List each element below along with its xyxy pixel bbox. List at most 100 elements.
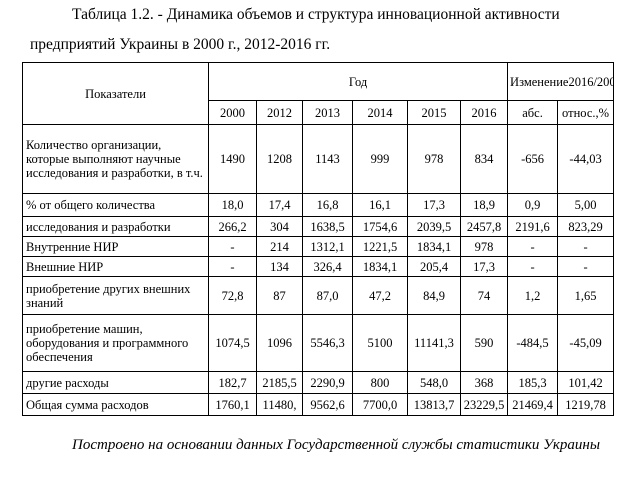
value-cell: 368 [459, 371, 509, 394]
value-cell: 11480, [256, 393, 303, 416]
header-cell: 2014 [352, 100, 408, 125]
table-row: % от общего количества 18,0 17,4 16,8 16,1 17… [22, 193, 615, 217]
data-table: ПоказателиГодИзменение2016/2000р.2000201… [22, 62, 615, 416]
value-cell: 1221,5 [352, 236, 408, 257]
value-cell: 1638,5 [302, 216, 353, 237]
value-cell: 266,2 [208, 216, 257, 237]
value-cell: 101,42 [557, 371, 615, 394]
value-cell: 205,4 [407, 256, 461, 277]
value-cell: - [557, 256, 615, 277]
indicator-cell: Общая сумма расходов [22, 393, 209, 416]
value-cell: 0,9 [507, 193, 559, 217]
value-cell: 1490 [208, 124, 257, 194]
value-cell: 1,2 [507, 276, 559, 315]
value-cell: 1219,78 [557, 393, 615, 416]
value-cell: 13813,7 [407, 393, 461, 416]
header-row: 2000 2012 2013 2014 2015 2016 абс. относ.,% [23, 100, 615, 125]
value-cell: 999 [352, 124, 408, 194]
value-cell: 185,3 [507, 371, 559, 394]
value-cell: 9562,6 [302, 393, 353, 416]
value-cell: 47,2 [352, 276, 408, 315]
value-cell: 182,7 [208, 371, 257, 394]
value-cell: 16,1 [352, 193, 408, 217]
value-cell: 16,8 [302, 193, 353, 217]
indicator-cell: Количество организации, которые выполняю… [22, 124, 209, 194]
value-cell: 11141,3 [407, 314, 461, 372]
header-cell: Показатели [22, 62, 209, 125]
value-cell: 5100 [352, 314, 408, 372]
value-cell: 1096 [256, 314, 303, 372]
value-cell: -484,5 [507, 314, 559, 372]
indicator-cell: приобретение других внешних знаний [22, 276, 209, 315]
value-cell: 1143 [302, 124, 353, 194]
header-cell: 2012 [256, 100, 303, 125]
value-cell: 72,8 [208, 276, 257, 315]
value-cell: 134 [256, 256, 303, 277]
value-cell: - [557, 236, 615, 257]
value-cell: 978 [407, 124, 461, 194]
value-cell: 87,0 [302, 276, 353, 315]
indicator-cell: Внутренние НИР [22, 236, 209, 257]
header-cell: Изменение2016/2000р. [507, 62, 615, 101]
value-cell: -44,03 [557, 124, 615, 194]
table-row: приобретение других внешних знаний 72,8 87… [22, 276, 615, 315]
value-cell: 304 [256, 216, 303, 237]
value-cell: 834 [459, 124, 509, 194]
value-cell: 87 [256, 276, 303, 315]
indicator-cell: приобретение машин, оборудования и прогр… [22, 314, 209, 372]
value-cell: 21469,4 [507, 393, 559, 416]
table-row: Количество организации, которые выполняю… [22, 124, 615, 194]
table-row: приобретение машин, оборудования и прогр… [22, 314, 615, 372]
source-note: Построено на основании данных Государств… [72, 437, 600, 453]
value-cell: 1834,1 [407, 236, 461, 257]
value-cell: 548,0 [407, 371, 461, 394]
value-cell: 214 [256, 236, 303, 257]
value-cell: 2290,9 [302, 371, 353, 394]
value-cell: 18,0 [208, 193, 257, 217]
value-cell: 1,65 [557, 276, 615, 315]
indicator-cell: исследования и разработки [22, 216, 209, 237]
indicator-cell: % от общего количества [22, 193, 209, 217]
title-line: Таблица 1.2. - Динамика объемов и структ… [72, 6, 560, 23]
table-row: исследования и разработки 266,2 304 1638,5 1… [22, 216, 615, 237]
value-cell: 7700,0 [352, 393, 408, 416]
value-cell: 1834,1 [352, 256, 408, 277]
value-cell: 1760,1 [208, 393, 257, 416]
value-cell: - [208, 236, 257, 257]
value-cell: 5546,3 [302, 314, 353, 372]
header-cell: Год [207, 62, 509, 101]
value-cell: - [208, 256, 257, 277]
value-cell: 18,9 [459, 193, 509, 217]
value-cell: 2039,5 [407, 216, 461, 237]
value-cell: 5,00 [557, 193, 615, 217]
header-cell: относ.,% [557, 100, 615, 125]
value-cell: 17,4 [256, 193, 303, 217]
value-cell: 326,4 [302, 256, 353, 277]
header-cell: 2000 [208, 100, 257, 125]
value-cell: 1074,5 [208, 314, 257, 372]
table-row: другие расходы 182,7 2185,5 2290,9 800 548,0 3… [22, 371, 615, 394]
value-cell: 978 [459, 236, 509, 257]
value-cell: - [507, 256, 559, 277]
table-row: Внутренние НИР -214 1312,1 1221,5 1834,1 978-… [22, 236, 615, 257]
value-cell: -45,09 [557, 314, 615, 372]
value-cell: 2191,6 [507, 216, 559, 237]
indicator-cell: Внешние НИР [22, 256, 209, 277]
value-cell: 17,3 [407, 193, 461, 217]
title-line: предприятий Украины в 2000 г., 2012-2016… [30, 36, 331, 53]
value-cell: 1208 [256, 124, 303, 194]
value-cell: 1754,6 [352, 216, 408, 237]
header-cell: 2016 [459, 100, 509, 125]
value-cell: 17,3 [459, 256, 509, 277]
value-cell: 590 [459, 314, 509, 372]
indicator-cell: другие расходы [22, 371, 209, 394]
header-cell: 2015 [407, 100, 461, 125]
value-cell: -656 [507, 124, 559, 194]
value-cell: 2185,5 [256, 371, 303, 394]
value-cell: - [507, 236, 559, 257]
table-row: Внешние НИР -134 326,4 1834,1 205,4 17,3- - [22, 256, 615, 277]
value-cell: 1312,1 [302, 236, 353, 257]
header-cell: 2013 [302, 100, 353, 125]
